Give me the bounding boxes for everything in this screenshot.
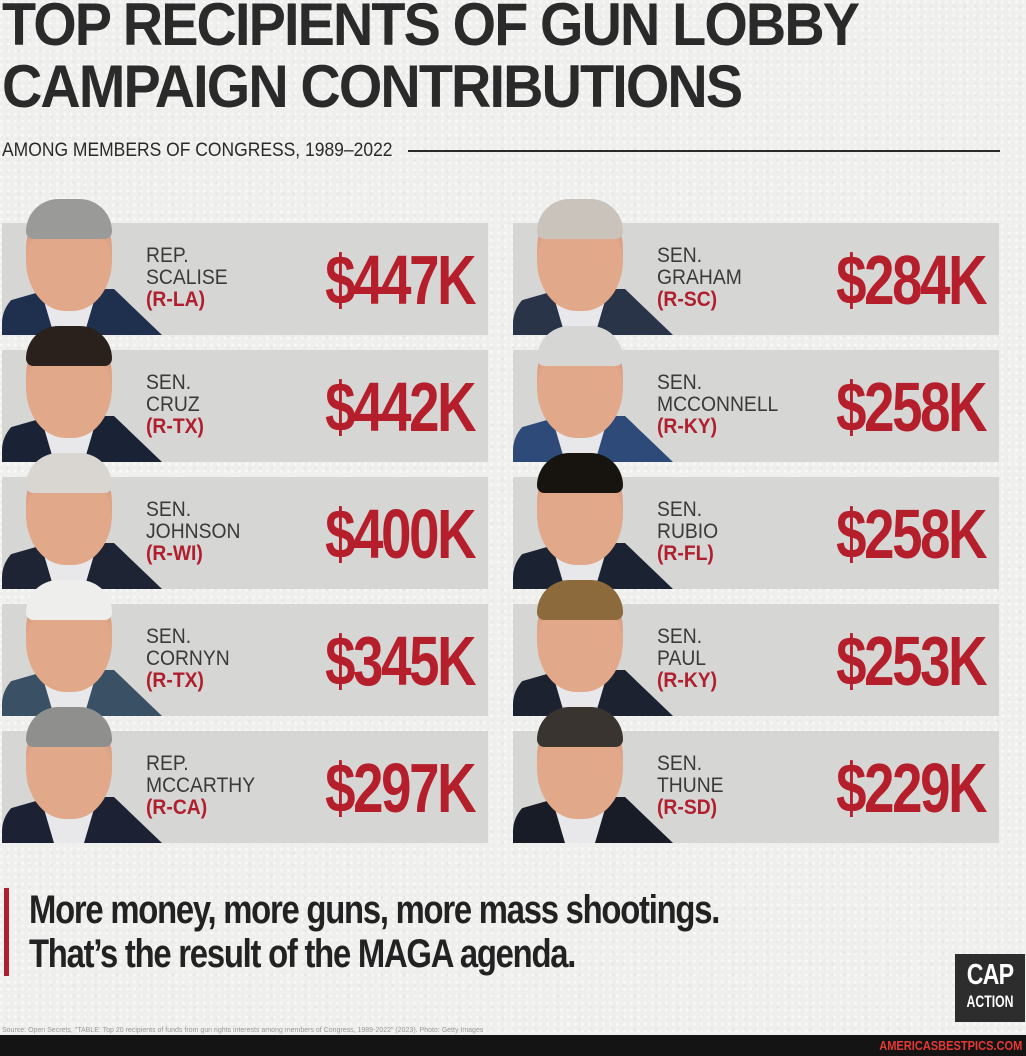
recipient-name-block: REP. MCCARTHY (R-CA) — [146, 753, 255, 819]
source-citation: Source: Open Secrets, "TABLE: Top 20 rec… — [2, 1027, 484, 1034]
portrait-photo — [513, 703, 678, 843]
portrait-photo — [2, 449, 167, 589]
portrait-photo — [2, 576, 167, 716]
watermark-bar: AMERICASBESTPICS.COM — [0, 1035, 1026, 1056]
tagline: More money, more guns, more mass shootin… — [4, 888, 871, 976]
contribution-amount: $297K — [324, 749, 477, 827]
subtitle-row: AMONG MEMBERS OF CONGRESS, 1989–2022 — [2, 140, 1000, 162]
recipient-name: CRUZ — [146, 393, 200, 416]
portrait-hair — [537, 707, 623, 747]
subtitle-divider — [408, 150, 1000, 152]
recipient-card: REP. MCCARTHY (R-CA) $297K — [2, 707, 488, 843]
portrait-photo — [513, 576, 678, 716]
recipient-name-block: SEN. PAUL (R-KY) — [657, 626, 717, 692]
contribution-amount: $258K — [835, 368, 988, 446]
recipient-name-block: SEN. MCCONNELL (R-KY) — [657, 372, 778, 438]
portrait-photo — [2, 195, 167, 335]
recipient-title: REP. — [146, 244, 189, 267]
contribution-amount: $229K — [835, 749, 988, 827]
portrait-photo — [2, 703, 167, 843]
portrait-hair — [537, 580, 623, 620]
portrait-hair — [537, 326, 623, 366]
portrait-photo — [513, 322, 678, 462]
logo-line-2: ACTION — [966, 992, 1014, 1011]
recipient-name: RUBIO — [657, 520, 719, 543]
recipient-party: (R-SD) — [657, 796, 718, 819]
contribution-amount: $253K — [835, 622, 988, 700]
recipient-name-block: SEN. CRUZ (R-TX) — [146, 372, 204, 438]
recipient-name: MCCARTHY — [146, 774, 256, 797]
contribution-amount: $400K — [324, 495, 477, 573]
recipient-name: CORNYN — [146, 647, 230, 670]
portrait-hair — [26, 326, 112, 366]
portrait-hair — [26, 453, 112, 493]
portrait-hair — [26, 199, 112, 239]
title-line-2: CAMPAIGN CONTRIBUTIONS — [2, 53, 743, 120]
recipient-party: (R-FL) — [657, 542, 714, 565]
recipient-card: SEN. JOHNSON (R-WI) $400K — [2, 453, 488, 589]
portrait-hair — [537, 199, 623, 239]
recipient-name-block: SEN. CORNYN (R-TX) — [146, 626, 230, 692]
recipient-card: REP. SCALISE (R-LA) $447K — [2, 199, 488, 335]
recipient-card: SEN. MCCONNELL (R-KY) $258K — [513, 326, 999, 462]
recipient-title: SEN. — [146, 371, 192, 394]
recipient-name: GRAHAM — [657, 266, 742, 289]
subtitle: AMONG MEMBERS OF CONGRESS, 1989–2022 — [2, 140, 393, 161]
recipient-card: SEN. CRUZ (R-TX) $442K — [2, 326, 488, 462]
contribution-amount: $345K — [324, 622, 477, 700]
portrait-hair — [26, 580, 112, 620]
recipient-title: REP. — [146, 752, 189, 775]
recipient-title: SEN. — [657, 371, 703, 394]
recipient-party: (R-KY) — [657, 669, 718, 692]
cap-action-logo: CAP ACTION — [955, 954, 1025, 1022]
recipient-card: SEN. THUNE (R-SD) $229K — [513, 707, 999, 843]
recipient-name: PAUL — [657, 647, 707, 670]
contribution-amount: $447K — [324, 241, 477, 319]
recipient-title: SEN. — [657, 625, 703, 648]
recipient-title: SEN. — [657, 244, 703, 267]
portrait-photo — [2, 322, 167, 462]
recipient-name-block: SEN. THUNE (R-SD) — [657, 753, 724, 819]
recipient-party: (R-KY) — [657, 415, 718, 438]
recipient-party: (R-LA) — [146, 288, 206, 311]
portrait-hair — [537, 453, 623, 493]
recipient-party: (R-SC) — [657, 288, 718, 311]
recipient-title: SEN. — [657, 752, 703, 775]
recipient-card: SEN. PAUL (R-KY) $253K — [513, 580, 999, 716]
recipient-party: (R-CA) — [146, 796, 208, 819]
recipient-name: JOHNSON — [146, 520, 241, 543]
recipient-name-block: SEN. RUBIO (R-FL) — [657, 499, 718, 565]
portrait-photo — [513, 195, 678, 335]
recipient-title: SEN. — [146, 625, 192, 648]
logo-line-1: CAP — [966, 959, 1014, 991]
page-title: TOP RECIPIENTS OF GUN LOBBY CAMPAIGN CON… — [2, 0, 860, 120]
recipient-title: SEN. — [146, 498, 192, 521]
recipient-party: (R-TX) — [146, 669, 204, 692]
watermark-text: AMERICASBESTPICS.COM — [878, 1038, 1022, 1053]
portrait-hair — [26, 707, 112, 747]
recipient-name: MCCONNELL — [657, 393, 779, 416]
contribution-amount: $442K — [324, 368, 477, 446]
tagline-line-2: That’s the result of the MAGA agenda. — [29, 932, 576, 976]
recipient-party: (R-TX) — [146, 415, 204, 438]
recipient-name-block: SEN. JOHNSON (R-WI) — [146, 499, 240, 565]
recipient-name: SCALISE — [146, 266, 228, 289]
recipient-card: SEN. RUBIO (R-FL) $258K — [513, 453, 999, 589]
portrait-photo — [513, 449, 678, 589]
recipient-title: SEN. — [657, 498, 703, 521]
title-line-1: TOP RECIPIENTS OF GUN LOBBY — [2, 0, 860, 58]
recipient-name-block: SEN. GRAHAM (R-SC) — [657, 245, 742, 311]
contribution-amount: $284K — [835, 241, 988, 319]
contribution-amount: $258K — [835, 495, 988, 573]
recipient-party: (R-WI) — [146, 542, 203, 565]
recipient-name: THUNE — [657, 774, 724, 797]
tagline-line-1: More money, more guns, more mass shootin… — [29, 888, 720, 932]
recipient-card: SEN. CORNYN (R-TX) $345K — [2, 580, 488, 716]
recipient-name-block: REP. SCALISE (R-LA) — [146, 245, 228, 311]
recipient-card: SEN. GRAHAM (R-SC) $284K — [513, 199, 999, 335]
